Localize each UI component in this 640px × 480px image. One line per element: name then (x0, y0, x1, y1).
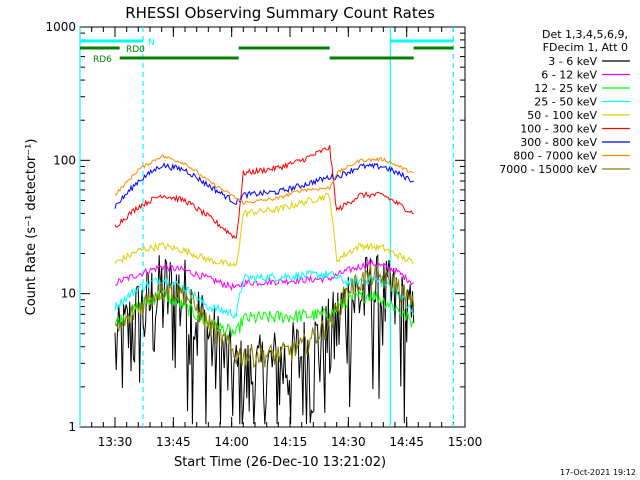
y-tick-label: 100 (53, 153, 76, 167)
status-bar-label: N (148, 38, 155, 48)
legend-entry-label: 50 - 100 keV (527, 109, 597, 122)
legend-entry-label: 3 - 6 keV (548, 55, 597, 68)
x-tick-label: 15:00 (448, 435, 483, 449)
y-tick-label: 1000 (45, 20, 76, 34)
chart-title: RHESSI Observing Summary Count Rates (125, 4, 435, 22)
x-tick-label: 13:45 (156, 435, 191, 449)
status-bar-label: RD0 (126, 45, 145, 55)
legend-entry-label: 6 - 12 keV (541, 69, 597, 82)
legend: Det 1,3,4,5,6,9,FDecim 1, Att 03 - 6 keV… (499, 28, 630, 176)
x-tick-label: 14:45 (389, 435, 424, 449)
vertical-markers (79, 27, 454, 427)
y-tick-label: 1 (68, 420, 76, 434)
series-line-5 (114, 192, 414, 268)
x-tick-label: 14:00 (214, 435, 249, 449)
series-line-9 (114, 264, 415, 368)
legend-entry-label: 25 - 50 keV (534, 96, 597, 109)
series-line-8 (114, 154, 415, 206)
series-line-6 (114, 144, 414, 240)
legend-entry-label: 12 - 25 keV (534, 82, 597, 95)
legend-entry-label: 7000 - 15000 keV (499, 163, 597, 176)
y-tick-label: 10 (61, 287, 76, 301)
legend-entry-label: 100 - 300 keV (520, 123, 597, 136)
legend-entry-label: 800 - 7000 keV (513, 150, 597, 163)
footer-date: 17-Oct-2021 19:12 (560, 468, 636, 477)
status-bar-label: RD6 (93, 55, 112, 65)
series-line-7 (114, 162, 414, 209)
legend-entry-label: 300 - 800 keV (520, 136, 597, 149)
y-axis-label: Count Rate (s⁻¹ detector⁻¹) (24, 139, 39, 316)
series-group (114, 144, 415, 425)
x-tick-label: 14:30 (331, 435, 366, 449)
x-axis-label: Start Time (26-Dec-10 13:21:02) (174, 455, 386, 470)
x-tick-label: 14:15 (273, 435, 308, 449)
legend-header: FDecim 1, Att 0 (543, 41, 628, 54)
x-tick-label: 13:30 (98, 435, 133, 449)
axis-ticks: 1 10 100 1000 13:30 13:45 14:00 14:15 14:30 14:45… (45, 20, 482, 449)
series-line-1 (114, 253, 415, 425)
legend-header: Det 1,3,4,5,6,9, (542, 28, 628, 41)
